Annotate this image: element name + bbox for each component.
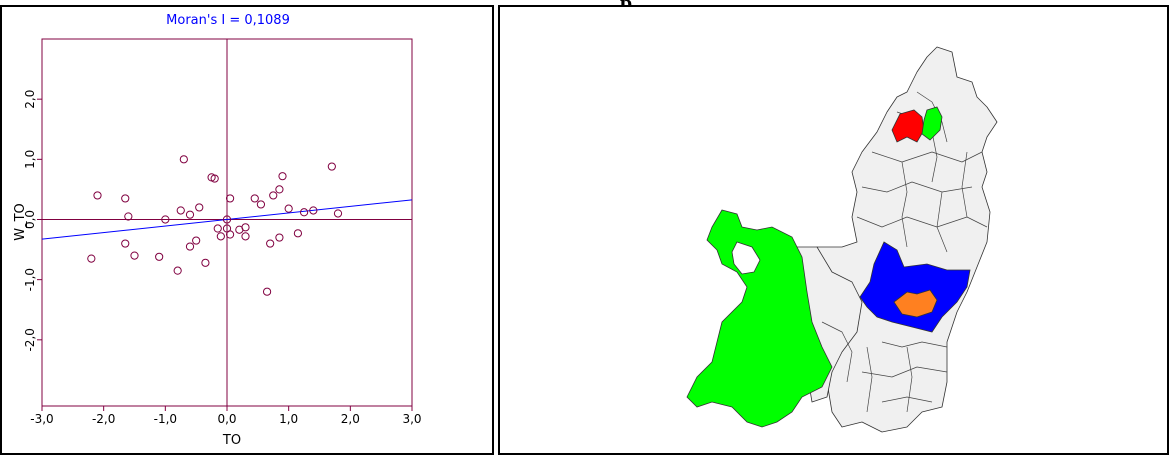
scatter-point (266, 239, 275, 248)
scatter-point (275, 185, 284, 194)
moran-scatterplot-panel: Moran's I = 0,1089 -3,0 -2,0 -1,0 0,0 1,0 2,0… (0, 5, 494, 455)
scatter-point (293, 229, 303, 238)
lisa-cluster-map-panel (498, 5, 1169, 455)
map-region-orange-core (893, 289, 938, 318)
scatter-point (250, 194, 259, 203)
scatter-point (185, 242, 195, 251)
scatter-point (222, 215, 232, 224)
scatter-point (121, 194, 130, 203)
x-axis-label: TO (222, 433, 241, 448)
scatter-point (241, 232, 250, 241)
cluster-map (686, 46, 998, 433)
scatter-point (275, 233, 284, 242)
regression-line (41, 199, 413, 240)
municipal-boundaries (821, 91, 988, 413)
moran-scatterplot: Moran's I = 0,1089 -3,0 -2,0 -1,0 0,0 1,0 2,0… (13, 13, 422, 448)
scatter-point (213, 224, 222, 233)
scatter-point (327, 162, 336, 171)
scatter-point (161, 215, 170, 224)
x-tick-label: -1,0 (154, 412, 177, 426)
scatter-point (269, 191, 278, 200)
scatter-point (225, 194, 235, 203)
map-region-red (891, 109, 925, 143)
scatter-point (210, 174, 219, 183)
x-tick-label: -3,0 (30, 412, 53, 426)
x-tick-label: 1,0 (279, 412, 298, 426)
scatter-point (195, 203, 204, 212)
scatter-point (176, 206, 185, 215)
map-region-green-north (921, 106, 943, 141)
y-tick-label: -2,0 (23, 328, 37, 351)
y-axis-label: W_TO (13, 203, 28, 241)
scatter-point (284, 204, 293, 213)
x-tick-label: 0,0 (217, 412, 236, 426)
scatter-point (185, 210, 195, 219)
scatter-point (256, 200, 266, 209)
x-tick-label: 2,0 (341, 412, 360, 426)
scatter-point (225, 230, 235, 239)
scatter-point (155, 252, 164, 261)
map-region-green-west-notch (731, 241, 761, 275)
scatter-point (201, 258, 210, 267)
y-tick-label: 2,0 (23, 90, 37, 109)
scatter-point (309, 206, 318, 215)
y-tick-label: 0,0 (23, 210, 37, 229)
scatter-point (173, 266, 182, 275)
y-tick-label: 1,0 (23, 150, 37, 169)
scatter-point (179, 155, 188, 164)
x-tick-label: -2,0 (92, 412, 115, 426)
scatter-point (121, 239, 130, 248)
scatter-point (192, 236, 201, 245)
scatter-point (216, 232, 225, 241)
scatter-point (124, 212, 133, 221)
scatter-point (278, 172, 287, 181)
map-region-blue-ring (859, 241, 971, 333)
scatter-point (87, 254, 96, 263)
scatter-point (241, 223, 250, 232)
scatter-point (299, 208, 309, 217)
map-region-green-west (686, 209, 833, 428)
y-tick-label: -1,0 (23, 268, 37, 291)
x-tick-label: 3,0 (402, 412, 421, 426)
scatter-point (333, 209, 343, 218)
scatter-point (262, 287, 272, 296)
scatter-point (93, 191, 102, 200)
chart-title: Moran's I = 0,1089 (166, 13, 290, 28)
scatter-point (130, 251, 139, 260)
map-base-territory (806, 46, 998, 433)
